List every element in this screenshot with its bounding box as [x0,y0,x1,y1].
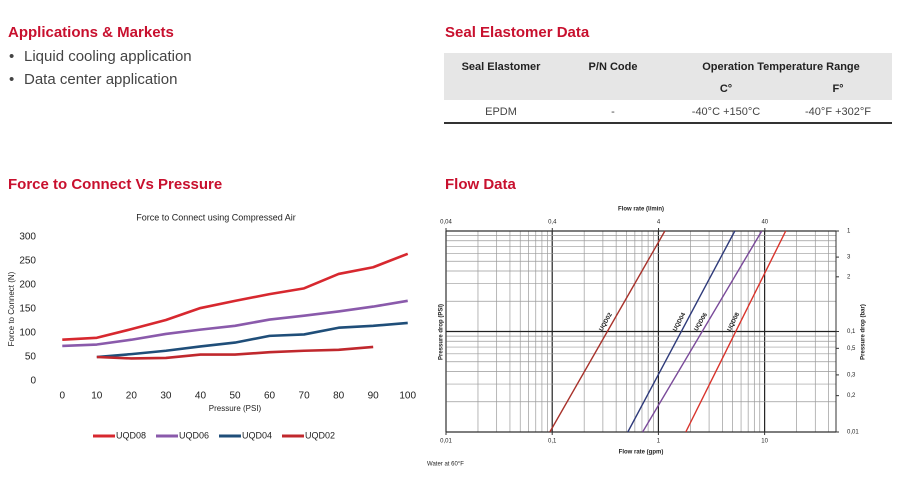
list-item: Liquid cooling application [24,48,192,65]
table-header: Seal Elastomer [462,61,542,73]
x-tick-label: 10 [761,439,768,445]
x-tick-label: 0,01 [440,439,452,445]
x2-tick-label: 0,4 [548,220,557,226]
chart-title: Force to Connect using Compressed Air [136,212,296,222]
y-tick-label: 0,5 [847,346,856,352]
y-tick-label: 250 [19,256,36,267]
legend-label: UQD06 [179,430,209,440]
series-line [642,230,763,433]
y-axis-label: Force to Connect (N) [7,271,16,346]
y-tick-label: 0,3 [847,372,856,378]
table-cell: - [611,106,615,118]
y2-axis-label: Pressure drop (bar) [861,304,867,360]
series-line [549,230,666,433]
series-line [62,252,409,342]
y-tick-label: 3 [847,255,851,261]
x-tick-label: 50 [229,391,241,402]
x-axis-label: Pressure (PSI) [209,404,262,413]
table-subheader: F° [832,83,843,95]
y-tick-label: 300 [19,232,36,243]
legend-label: UQD08 [116,430,146,440]
legend-label: UQD02 [305,430,335,440]
x-tick-label: 70 [299,391,311,402]
y-tick-label: 50 [25,352,37,363]
x-tick-label: 90 [368,391,380,402]
y-tick-label: 150 [19,304,36,315]
x-tick-label: 20 [126,391,138,402]
y-tick-label: 2 [847,274,851,280]
x-tick-label: 40 [195,391,207,402]
y-tick-label: 100 [19,328,36,339]
line-label: UQD02 [599,312,614,333]
y-tick-label: 0,01 [847,430,859,436]
table-header: Operation Temperature Range [702,61,860,73]
series-line [62,299,408,348]
x-tick-label: 80 [333,391,345,402]
table-cell: -40°F +302°F [805,106,871,118]
x-axis-label: Flow rate (gpm) [619,450,664,456]
x-tick-label: 60 [264,391,276,402]
table-subheader: C° [720,83,732,95]
table-header-bg [444,53,892,100]
x-tick-label: 1 [657,439,661,445]
series-line [96,345,374,360]
x-tick-label: 30 [160,391,172,402]
line-label: UQD04 [673,311,688,332]
x-tick-label: 100 [399,391,416,402]
legend-label: UQD04 [242,430,272,440]
bullet: • [9,71,14,88]
list-item: Data center application [24,71,177,88]
section-title: Seal Elastomer Data [445,24,590,41]
y-tick-label: 0,2 [847,393,856,399]
line-label: UQD08 [727,311,742,332]
y-axis-label: Pressure drop (PSI) [439,304,445,360]
y-tick-label: 1 [847,229,851,235]
y-tick-label: 200 [19,280,36,291]
table-cell: -40°C +150°C [692,106,760,118]
y-tick-label: 0 [30,376,36,387]
note: Water at 60°F [427,462,464,468]
series-line [627,230,736,433]
x2-tick-label: 40 [761,220,768,226]
table-cell: EPDM [485,106,517,118]
series-line [96,321,408,359]
x2-axis-label: Flow rate (l/min) [618,207,664,213]
bullet: • [9,48,14,65]
x2-tick-label: 4 [657,220,661,226]
line-label: UQD06 [694,312,710,333]
section-title: Force to Connect Vs Pressure [8,176,222,193]
table-header: P/N Code [589,61,638,73]
y-tick-label: 0,1 [847,329,856,335]
x2-tick-label: 0,04 [440,220,452,226]
x-tick-label: 0,1 [548,439,557,445]
x-tick-label: 0 [59,391,65,402]
section-title: Applications & Markets [8,24,174,41]
x-tick-label: 10 [91,391,103,402]
series-line [685,230,787,433]
section-title: Flow Data [445,176,516,193]
